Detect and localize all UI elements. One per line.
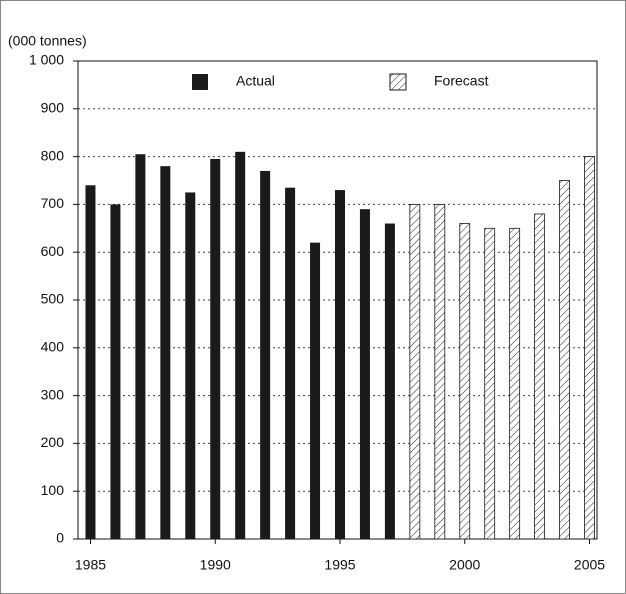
legend-swatch [389,73,407,91]
bar [484,227,496,540]
bar [384,223,395,539]
y-tick-label: 400 [41,339,65,355]
bar [160,166,171,539]
bar [185,192,196,539]
bar [359,209,370,539]
bar [434,203,446,540]
bar [135,154,146,539]
bar [409,203,421,540]
y-tick-label: 700 [41,195,65,211]
legend-swatch [192,74,208,90]
bar [260,170,271,539]
y-tick-label: 800 [41,147,65,163]
bar [210,158,221,540]
bar [310,242,321,539]
y-tick-label: 900 [41,100,65,116]
y-tick-label: 600 [41,243,65,259]
bar [235,151,246,539]
bar [584,156,595,540]
y-tick-label: 200 [41,434,65,450]
y-tick-label: 100 [41,482,65,498]
y-axis-label: (000 tonnes) [8,33,87,49]
legend-label: Actual [236,73,275,89]
legend-label: Forecast [434,73,489,89]
bar [559,180,570,540]
bar [534,213,546,540]
x-tick-label: 1990 [200,557,231,573]
x-tick-label: 1985 [75,557,106,573]
x-tick-label: 1995 [324,557,355,573]
bar [110,204,121,539]
bar [85,185,96,539]
y-tick-label: 1 000 [29,52,64,68]
bar [509,227,521,540]
x-tick-label: 2005 [574,557,605,573]
y-tick-label: 0 [56,530,64,546]
bar [285,187,296,540]
x-tick-label: 2000 [449,557,480,573]
bar [334,190,345,539]
bar [459,223,471,540]
y-tick-label: 300 [41,386,65,402]
y-tick-label: 500 [41,291,65,307]
